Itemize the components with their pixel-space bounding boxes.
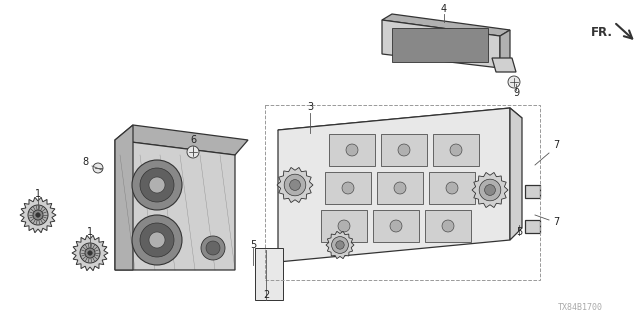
Text: 7: 7 [553, 140, 559, 150]
Circle shape [290, 180, 300, 190]
Text: FR.: FR. [591, 26, 613, 38]
Circle shape [80, 243, 100, 263]
Polygon shape [277, 167, 313, 203]
Circle shape [140, 223, 174, 257]
Polygon shape [115, 140, 235, 270]
Polygon shape [278, 108, 510, 262]
FancyBboxPatch shape [325, 172, 371, 204]
Circle shape [338, 220, 350, 232]
FancyBboxPatch shape [377, 172, 423, 204]
Circle shape [284, 174, 306, 196]
Circle shape [342, 182, 354, 194]
Text: TX84B1700: TX84B1700 [557, 303, 602, 312]
Text: 2: 2 [263, 290, 269, 300]
Circle shape [346, 144, 358, 156]
Circle shape [206, 241, 220, 255]
Bar [255, 248, 283, 300]
FancyBboxPatch shape [429, 172, 475, 204]
Circle shape [93, 163, 103, 173]
Text: 6: 6 [190, 135, 196, 145]
FancyBboxPatch shape [321, 210, 367, 242]
Circle shape [36, 213, 40, 217]
Polygon shape [278, 108, 522, 140]
FancyBboxPatch shape [329, 134, 375, 166]
Polygon shape [525, 220, 540, 233]
Circle shape [394, 182, 406, 194]
Circle shape [140, 168, 174, 202]
Polygon shape [510, 108, 522, 240]
Polygon shape [492, 58, 516, 72]
Circle shape [336, 241, 344, 249]
Text: 4: 4 [441, 4, 447, 14]
Text: 3: 3 [307, 102, 313, 112]
Text: 9: 9 [513, 88, 519, 98]
Text: 5: 5 [516, 227, 522, 237]
Polygon shape [382, 14, 510, 36]
FancyBboxPatch shape [433, 134, 479, 166]
Circle shape [201, 236, 225, 260]
Circle shape [484, 185, 495, 196]
Bar [265, 105, 540, 280]
Text: 8: 8 [82, 157, 88, 167]
Polygon shape [326, 231, 354, 259]
Polygon shape [500, 30, 510, 68]
Circle shape [149, 177, 165, 193]
Text: 7: 7 [553, 217, 559, 227]
Circle shape [446, 182, 458, 194]
Circle shape [88, 251, 92, 255]
Text: 5: 5 [250, 240, 256, 250]
Polygon shape [382, 20, 500, 68]
Polygon shape [525, 185, 540, 198]
Circle shape [132, 160, 182, 210]
Circle shape [33, 210, 43, 220]
Circle shape [479, 179, 501, 201]
Polygon shape [72, 235, 108, 271]
Polygon shape [115, 125, 248, 155]
FancyBboxPatch shape [425, 210, 471, 242]
Circle shape [508, 76, 520, 88]
Bar [392, 28, 488, 62]
Circle shape [442, 220, 454, 232]
Circle shape [132, 215, 182, 265]
Text: 1: 1 [87, 227, 93, 237]
Circle shape [332, 236, 348, 253]
Polygon shape [20, 197, 56, 233]
Circle shape [149, 232, 165, 248]
FancyBboxPatch shape [373, 210, 419, 242]
Circle shape [28, 205, 48, 225]
Circle shape [85, 248, 95, 258]
FancyBboxPatch shape [381, 134, 427, 166]
Circle shape [450, 144, 462, 156]
Text: 1: 1 [35, 189, 41, 199]
Polygon shape [472, 172, 508, 208]
Polygon shape [115, 125, 133, 270]
Circle shape [187, 146, 199, 158]
Circle shape [398, 144, 410, 156]
Circle shape [390, 220, 402, 232]
